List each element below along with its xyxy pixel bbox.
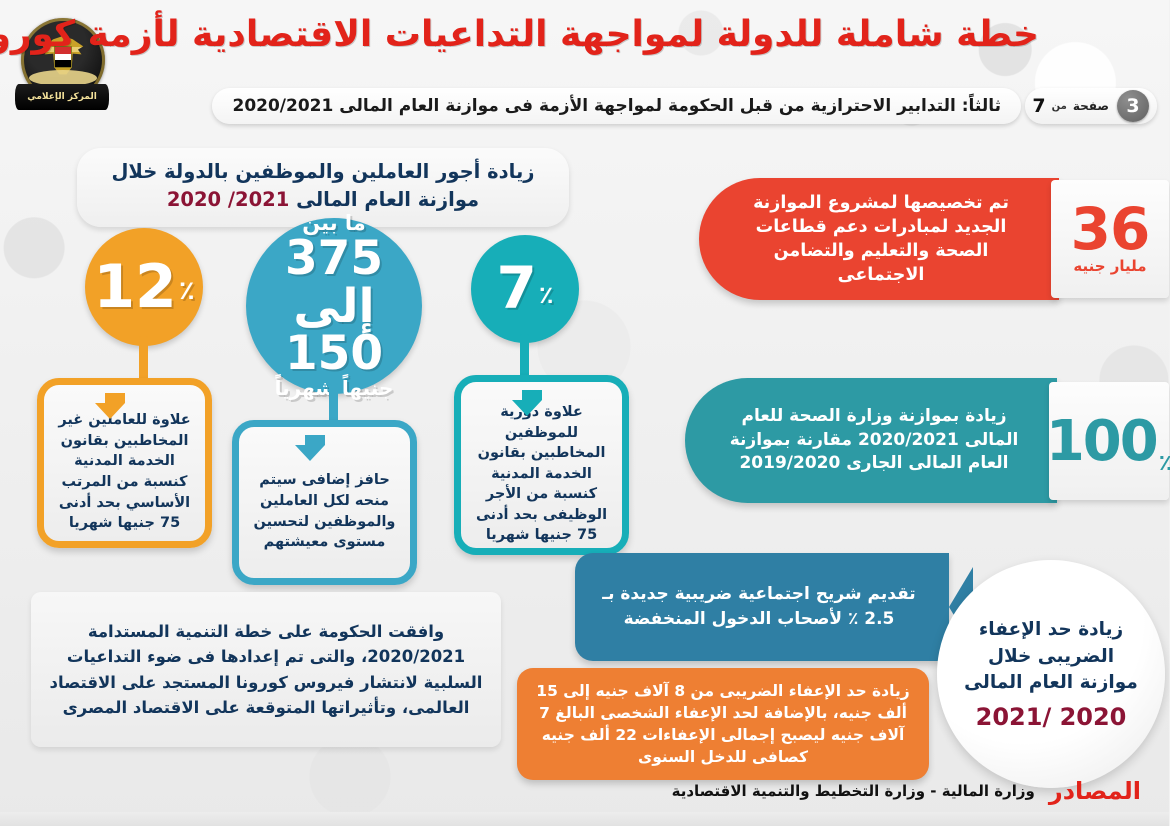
egypt-flag-shield-icon [55, 46, 73, 68]
stat-value-12: 12 [94, 251, 178, 322]
salary-increase-title-line1: زيادة أجور العاملين والموظفين بالدولة خل… [112, 160, 536, 183]
page-title: خطة شاملة للدولة لمواجهة التداعيات الاقت… [0, 14, 1040, 55]
emblem-banner-label: المركز الإعلامي [28, 92, 98, 102]
salary-title-budget-label: موازنة العام المالى [290, 188, 481, 212]
stat-150-row1: ما بين [303, 211, 367, 236]
emblem-banner: المركز الإعلامي [16, 84, 110, 110]
arrow-shaft [522, 390, 543, 400]
page-total: 7 [1033, 95, 1047, 117]
sources-list: وزارة المالية - وزارة التخطيط والتنمية ا… [672, 782, 1036, 800]
connector-stem-150 [330, 384, 339, 430]
stat-bubble-12-value-group: ٪ 12 [94, 251, 196, 322]
arrow-shaft [105, 393, 126, 403]
stat-bubble-7-percent: ٪ 7 [472, 235, 580, 343]
percent-symbol-100: ٪ [1160, 451, 1170, 476]
page-of-label: من [1052, 100, 1068, 112]
page-label: صفحة [1073, 99, 1110, 113]
arrow-head [95, 403, 126, 419]
banner-100-value: 100 [1046, 408, 1160, 474]
banner-36-text: تم تخصيصها لمشروع الموازنة الجديد لمبادر… [700, 178, 1086, 300]
banner-36-unit: مليار جنيه [1074, 257, 1148, 276]
sources-footer: المصادر وزارة المالية - وزارة التخطيط وا… [0, 770, 1170, 812]
detail-card-12-text: علاوة للعاملين غير المخاطبين بقانون الخد… [59, 412, 192, 532]
salary-title-fiscal-year: 2021/ 2020 [167, 188, 291, 212]
section-subtitle: ثالثاً: التدابير الاحترازية من قبل الحكو… [233, 96, 1002, 116]
arrow-shaft [305, 435, 326, 445]
footer-baseline [0, 812, 1170, 826]
salary-increase-title-line2: موازنة العام المالى 2021/ 2020 [96, 186, 552, 214]
circle-tax-exemption-title: زيادة حد الإعفاء الضريبى خلال موازنة الع… [938, 560, 1166, 788]
stat-150-row2: 375 إلى 150 [285, 230, 385, 382]
detail-card-150-375: حافز إضافى سيتم منحه لكل العاملين والموظ… [233, 420, 418, 585]
header: المركز الإعلامي خطة شاملة للدولة لمواجهة… [0, 0, 1170, 140]
stat-bubble-7-value-group: ٪ 7 [497, 254, 555, 323]
arrow-head [295, 445, 326, 461]
banner-100-value-box: ٪ 100 [1046, 382, 1170, 500]
sources-label: المصادر [1049, 777, 1142, 805]
circle-tax-year: 2020 /2021 [976, 703, 1128, 732]
banner-100-text: زيادة بموازنة وزارة الصحة للعام المالى 2… [686, 378, 1084, 503]
page-current: 3 [1118, 90, 1150, 122]
stat-bubble-12-percent: ٪ 12 [86, 228, 204, 346]
stat-value-7: 7 [497, 254, 538, 323]
page-indicator: 3 صفحة من 7 [1026, 88, 1158, 124]
banner-36-billion: تم تخصيصها لمشروع الموازنة الجديد لمبادر… [700, 178, 1170, 303]
emblem-lower-ring [30, 70, 98, 86]
banner-social-tax-bracket: تقديم شريح اجتماعية ضريبية جديدة بـ 2.5 … [576, 553, 974, 661]
banner-tax-exemption-details: زيادة حد الإعفاء الضريبى من 8 آلاف جنيه … [518, 668, 930, 780]
detail-card-7-text: علاوة دورية للموظفين المخاطبين بقانون ال… [476, 403, 609, 544]
stat-bubble-150-375: ما بين 375 إلى 150 جنيهاً شهرياً [247, 212, 423, 399]
section-subtitle-bar: ثالثاً: التدابير الاحترازية من قبل الحكو… [213, 88, 1022, 124]
circle-tax-text: زيادة حد الإعفاء الضريبى خلال موازنة الع… [965, 618, 1139, 694]
stat-bubble-150-375-group: ما بين 375 إلى 150 جنيهاً شهرياً [247, 211, 423, 399]
detail-card-12-percent: علاوة للعاملين غير المخاطبين بقانون الخد… [38, 378, 213, 548]
connector-stem-7 [521, 334, 530, 380]
banner-36-value-box: 36 مليار جنيه [1052, 180, 1170, 298]
egypt-cabinet-emblem-icon: المركز الإعلامي [16, 14, 110, 112]
salary-increase-title: زيادة أجور العاملين والموظفين بالدولة خل… [78, 148, 570, 227]
connector-stem-12 [140, 336, 149, 382]
banner-36-value: 36 [1071, 194, 1152, 263]
percent-symbol-12: ٪ [179, 275, 196, 306]
percent-symbol-7: ٪ [539, 280, 555, 309]
detail-card-7-percent: علاوة دورية للموظفين المخاطبين بقانون ال… [455, 375, 630, 555]
banner-100-percent: زيادة بموازنة وزارة الصحة للعام المالى 2… [686, 378, 1170, 506]
detail-card-150-text: حافز إضافى سيتم منحه لكل العاملين والموظ… [254, 472, 397, 551]
arrow-head [512, 400, 543, 416]
sustainable-development-paragraph: وافقت الحكومة على خطة التنمية المستدامة … [32, 592, 502, 747]
